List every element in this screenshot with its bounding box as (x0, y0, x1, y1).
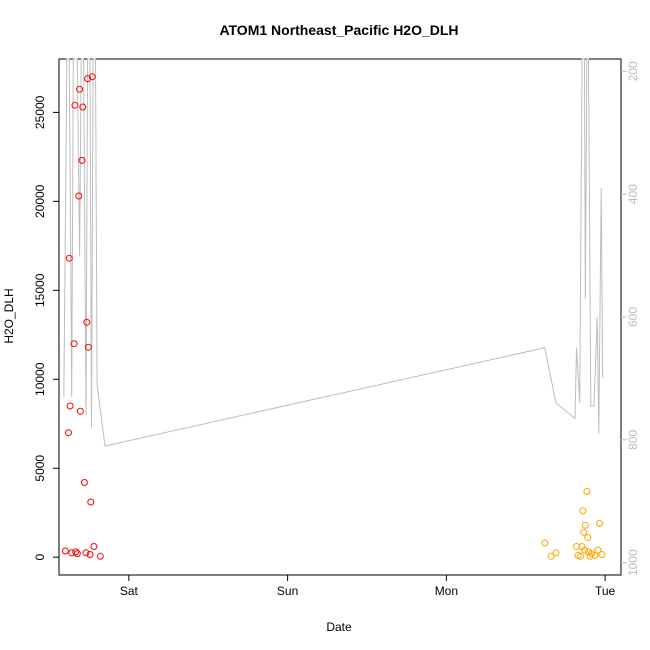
scatter-points-group (61, 73, 606, 560)
data-point-s0-4 (68, 549, 76, 557)
y-axis-right: 200 400 600 800 1000 (621, 61, 640, 576)
y-axis-left: 0 5000 10000 15000 20000 25000 (33, 95, 59, 561)
x-tick-label-1: Sun (277, 584, 298, 598)
data-point-s1-19 (598, 551, 606, 558)
data-point-s0-11 (76, 407, 84, 415)
data-point-s0-17 (84, 75, 92, 83)
data-point-s1-6 (578, 543, 586, 550)
y2-tick-label-3: 800 (626, 430, 640, 450)
y-tick-label-2: 10000 (33, 362, 47, 396)
y-tick-label-5: 25000 (33, 95, 47, 129)
x-tick-label-2: Mon (435, 584, 458, 598)
data-point-s1-16 (591, 551, 599, 559)
data-point-s0-18 (84, 343, 92, 351)
data-point-s1-1 (547, 552, 555, 560)
y2-tick-label-2: 600 (626, 307, 640, 327)
plot-frame (58, 58, 622, 576)
data-point-s0-10 (76, 85, 84, 93)
y-tick-label-4: 20000 (33, 184, 47, 218)
data-point-s1-17 (594, 546, 602, 554)
x-axis: Sat Sun Mon Tue (120, 575, 616, 598)
y-axis-title: H2O_DLH (2, 288, 16, 343)
data-point-s1-9 (581, 546, 588, 554)
y2-tick-label-0: 200 (626, 61, 640, 81)
data-point-s0-12 (78, 156, 86, 164)
profile-line (63, 58, 604, 447)
data-point-s0-13 (79, 103, 87, 111)
data-point-s0-9 (75, 192, 83, 200)
chart-title: ATOM1 Northeast_Pacific H2O_DLH (219, 22, 458, 38)
data-point-s0-6 (71, 101, 79, 109)
x-tick-label-0: Sat (120, 584, 139, 598)
x-tick-label-3: Tue (595, 584, 616, 598)
data-point-s0-8 (73, 550, 81, 558)
data-point-s1-2 (552, 549, 560, 557)
data-point-s1-10 (581, 521, 589, 529)
data-point-s0-16 (83, 318, 91, 326)
y-tick-label-3: 15000 (33, 273, 47, 307)
data-point-s0-1 (65, 429, 72, 437)
data-point-s1-5 (577, 552, 584, 560)
data-point-s0-15 (82, 549, 90, 557)
data-point-s1-0 (541, 539, 549, 547)
data-point-s1-12 (584, 534, 592, 542)
data-point-s1-7 (579, 507, 587, 515)
data-point-s0-21 (88, 73, 96, 81)
data-point-s1-8 (580, 528, 588, 536)
data-point-s0-3 (66, 402, 74, 410)
data-point-s0-5 (70, 340, 78, 348)
data-point-s0-2 (65, 254, 73, 262)
y2-tick-label-1: 400 (626, 184, 640, 204)
data-point-s0-0 (61, 547, 69, 555)
data-point-s1-11 (583, 487, 591, 495)
data-point-s0-20 (87, 498, 95, 506)
data-point-s0-19 (86, 551, 94, 558)
data-point-s0-7 (72, 548, 80, 556)
y-tick-label-1: 5000 (33, 455, 47, 482)
data-point-s0-23 (96, 552, 104, 560)
y2-tick-label-4: 1000 (626, 549, 640, 576)
x-axis-title: Date (326, 620, 352, 634)
data-point-s1-18 (596, 519, 604, 527)
y-tick-label-0: 0 (33, 554, 47, 561)
profile-line-group (63, 58, 604, 447)
data-point-s0-14 (80, 479, 88, 486)
data-point-s0-22 (90, 543, 98, 550)
